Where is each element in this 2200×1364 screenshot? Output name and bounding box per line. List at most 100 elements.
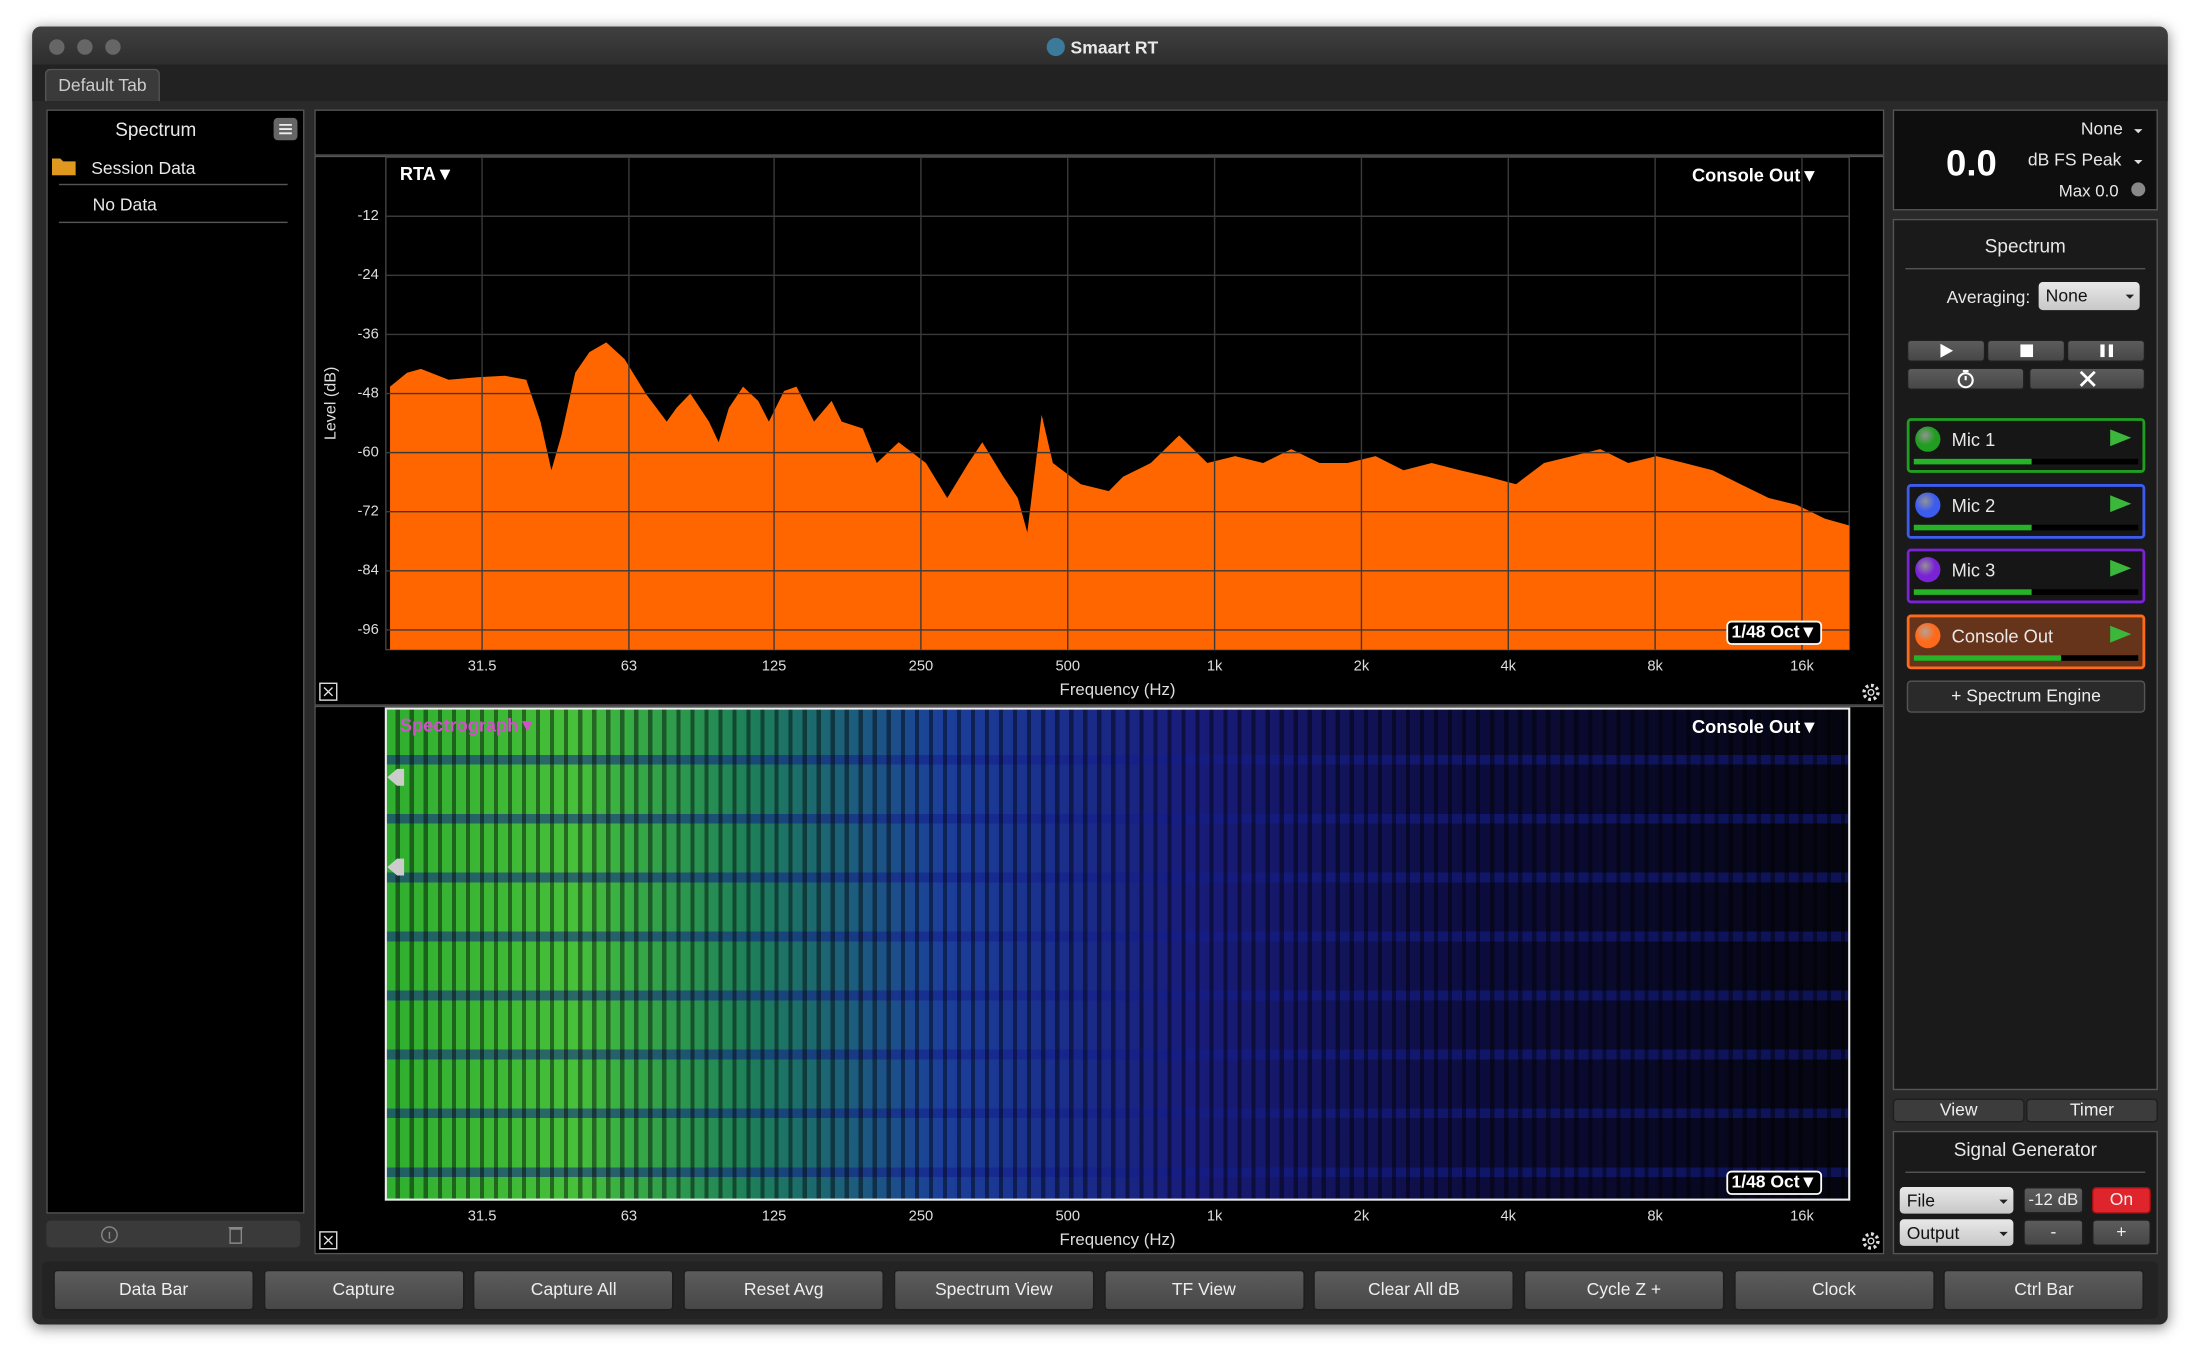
minimize-button[interactable]: [77, 39, 93, 55]
channel-dot[interactable]: [1915, 557, 1941, 583]
x-tick-label: 2k: [1354, 658, 1370, 674]
command-button[interactable]: Capture All: [473, 1269, 675, 1311]
channel-output[interactable]: [2109, 558, 2134, 578]
folder-label[interactable]: Session Data: [91, 158, 196, 179]
dropdown-arrow: [1999, 1231, 2008, 1237]
close-button[interactable]: [49, 39, 65, 55]
close-plot-icon[interactable]: [318, 682, 338, 702]
averaging-dropdown[interactable]: None: [2038, 282, 2140, 311]
generator-title: Signal Generator: [1953, 1139, 2097, 1161]
command-button[interactable]: Clock: [1733, 1269, 1935, 1311]
meter: [1892, 109, 2158, 211]
level-up[interactable]: +: [2091, 1219, 2151, 1246]
y-tick-label: -60: [358, 445, 379, 461]
command-button[interactable]: Clear All dB: [1313, 1269, 1515, 1311]
x-tick-label: 31.5: [468, 658, 497, 674]
command-button[interactable]: Data Bar: [53, 1269, 254, 1311]
panel-tab[interactable]: Timer: [2026, 1098, 2158, 1123]
output-value: Output: [1906, 1223, 1960, 1244]
panel-tab[interactable]: View: [1892, 1098, 2025, 1123]
channel-dot[interactable]: [1915, 426, 1941, 452]
x-tick-label: 63: [621, 658, 637, 674]
output-dropdown[interactable]: Output: [1899, 1219, 2014, 1246]
x-tick-label: 1k: [1207, 1208, 1223, 1224]
rta-chart: -12 -24 -36 -48 -60 -72 -84 -96 Level (dB) 31.5 63…: [321, 156, 1850, 699]
dropdown-arrow: [2125, 294, 2135, 299]
y-tick-label: -12: [358, 208, 379, 224]
play-arrow: [2110, 495, 2132, 513]
x-axis-label: Frequency (Hz): [1060, 1230, 1176, 1249]
y-tick-label: -48: [358, 385, 379, 401]
command-button[interactable]: Spectrum View: [893, 1269, 1095, 1311]
channel-output[interactable]: [2109, 494, 2134, 514]
meter-source[interactable]: None: [2080, 119, 2123, 139]
stop-button[interactable]: [1986, 339, 2066, 362]
data-bar: [46, 109, 305, 1214]
data-bar-menu[interactable]: [273, 117, 298, 141]
settings-icon[interactable]: [1860, 1230, 1881, 1251]
x-tick-label: 250: [909, 658, 934, 674]
plot-source: Console Out▼: [1692, 165, 1818, 186]
x-tick-label: 8k: [1647, 658, 1663, 674]
spectrograph-markers[interactable]: [386, 766, 406, 878]
level-down[interactable]: -: [2023, 1219, 2084, 1246]
x-tick-label: 1k: [1207, 658, 1223, 674]
command-button[interactable]: Capture: [263, 1269, 464, 1311]
generator-on[interactable]: On: [2091, 1186, 2151, 1214]
dropdown-arrows: [2134, 129, 2143, 165]
delete-icon[interactable]: [227, 1225, 244, 1245]
tab[interactable]: Default Tab: [44, 68, 160, 102]
folder-icon: [51, 158, 76, 176]
command-button[interactable]: Reset Avg: [683, 1269, 885, 1311]
zoom-button[interactable]: [105, 39, 121, 55]
source-value: File: [1906, 1191, 1936, 1211]
window-title: Smaart RT: [1070, 37, 1159, 58]
settings-icon[interactable]: [1860, 682, 1881, 703]
data-item[interactable]: No Data: [92, 195, 157, 215]
command-button[interactable]: Ctrl Bar: [1943, 1269, 2145, 1311]
play-arrow: [2110, 625, 2132, 643]
level-button[interactable]: -12 dB: [2023, 1186, 2084, 1214]
x-tick-label: 125: [762, 658, 787, 674]
channel-meter-level: [1913, 458, 2032, 465]
tools-button[interactable]: [2028, 367, 2146, 391]
x-tick-label: 125: [762, 1208, 787, 1224]
x-tick-label: 8k: [1647, 1208, 1663, 1224]
data-bar-footer: [46, 1220, 301, 1248]
channel-output[interactable]: [2109, 428, 2134, 448]
command-button[interactable]: TF View: [1103, 1269, 1305, 1311]
divider: [58, 183, 288, 186]
engine-title: Spectrum: [1984, 235, 2066, 257]
play-button[interactable]: [1906, 339, 1986, 362]
info-icon[interactable]: [100, 1225, 120, 1245]
pause-button[interactable]: [2066, 339, 2146, 362]
timer-button[interactable]: [1906, 367, 2025, 391]
add-engine-button[interactable]: + Spectrum Engine: [1906, 680, 2146, 713]
pause-icon: [2100, 344, 2114, 358]
x-tick-label: 4k: [1501, 1208, 1517, 1224]
source-dropdown[interactable]: File: [1899, 1186, 2014, 1214]
x-tick-label: 250: [909, 1208, 934, 1224]
averaging-value: None: [2045, 286, 2088, 306]
resolution: 1/48 Oct▼: [1731, 621, 1817, 641]
x-tick-label: 63: [621, 1208, 637, 1224]
menu-icon: [279, 123, 292, 135]
channel-output[interactable]: [2109, 624, 2134, 644]
resolution: 1/48 Oct▼: [1731, 1171, 1817, 1191]
x-tick-label: 4k: [1501, 658, 1517, 674]
channel-dot[interactable]: [1915, 492, 1941, 518]
close-plot-icon[interactable]: [318, 1230, 338, 1250]
x-tick-label: 500: [1055, 1208, 1080, 1224]
title-bar: [32, 26, 2168, 65]
plot-border: [384, 707, 1851, 1201]
tools-icon: [2079, 370, 2096, 387]
channel-dot[interactable]: [1915, 622, 1941, 649]
play-arrow: [2110, 559, 2132, 577]
channel-meter-level: [1913, 524, 2032, 531]
x-tick-label: 2k: [1354, 1208, 1370, 1224]
command-button[interactable]: Cycle Z +: [1523, 1269, 1725, 1311]
plot-mode: Spectrograph▼: [400, 715, 536, 736]
meter-unit[interactable]: dB FS Peak: [2027, 150, 2122, 170]
